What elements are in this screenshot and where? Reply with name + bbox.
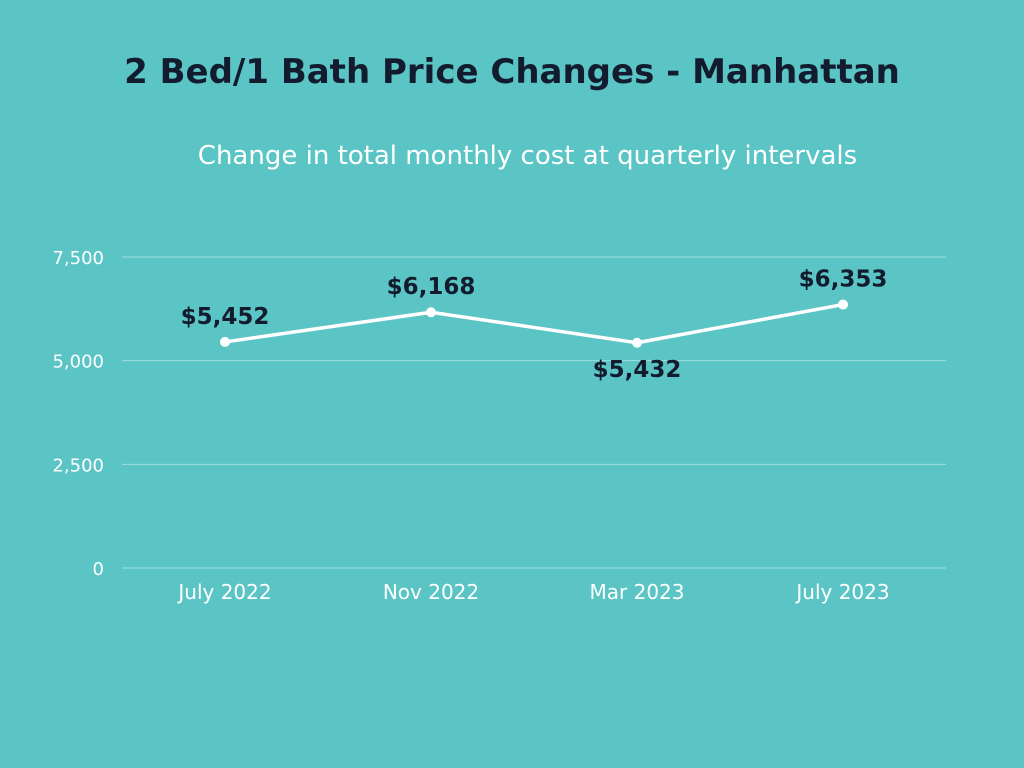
series-line-path	[223, 302, 845, 345]
data-point	[426, 307, 436, 318]
gridlines	[122, 256, 946, 569]
data-point	[838, 299, 848, 310]
x-tick-label: July 2022	[176, 580, 271, 604]
chart-title: 2 Bed/1 Bath Price Changes - Manhattan	[124, 52, 900, 92]
y-tick-label: 7,500	[52, 248, 104, 269]
series-line	[220, 299, 848, 348]
data-label: $5,432	[593, 357, 682, 383]
y-tick-label: 2,500	[52, 455, 104, 476]
y-tick-label: 5,000	[52, 352, 104, 373]
data-label: $6,168	[387, 274, 476, 300]
x-axis-ticks: July 2022 Nov 2022 Mar 2023 July 2023	[176, 580, 889, 604]
x-tick-label: July 2023	[794, 580, 889, 604]
data-label: $6,353	[799, 267, 888, 293]
data-point	[632, 337, 642, 348]
y-tick-label: 0	[93, 559, 104, 580]
data-labels: $5,452 $6,168 $5,432 $6,353	[181, 267, 888, 383]
data-point	[220, 336, 230, 347]
x-tick-label: Mar 2023	[590, 580, 685, 604]
chart-subtitle: Change in total monthly cost at quarterl…	[197, 141, 858, 171]
x-tick-label: Nov 2022	[383, 580, 479, 604]
y-axis-ticks: 0 2,500 5,000 7,500	[52, 248, 104, 580]
data-label: $5,452	[181, 304, 270, 330]
